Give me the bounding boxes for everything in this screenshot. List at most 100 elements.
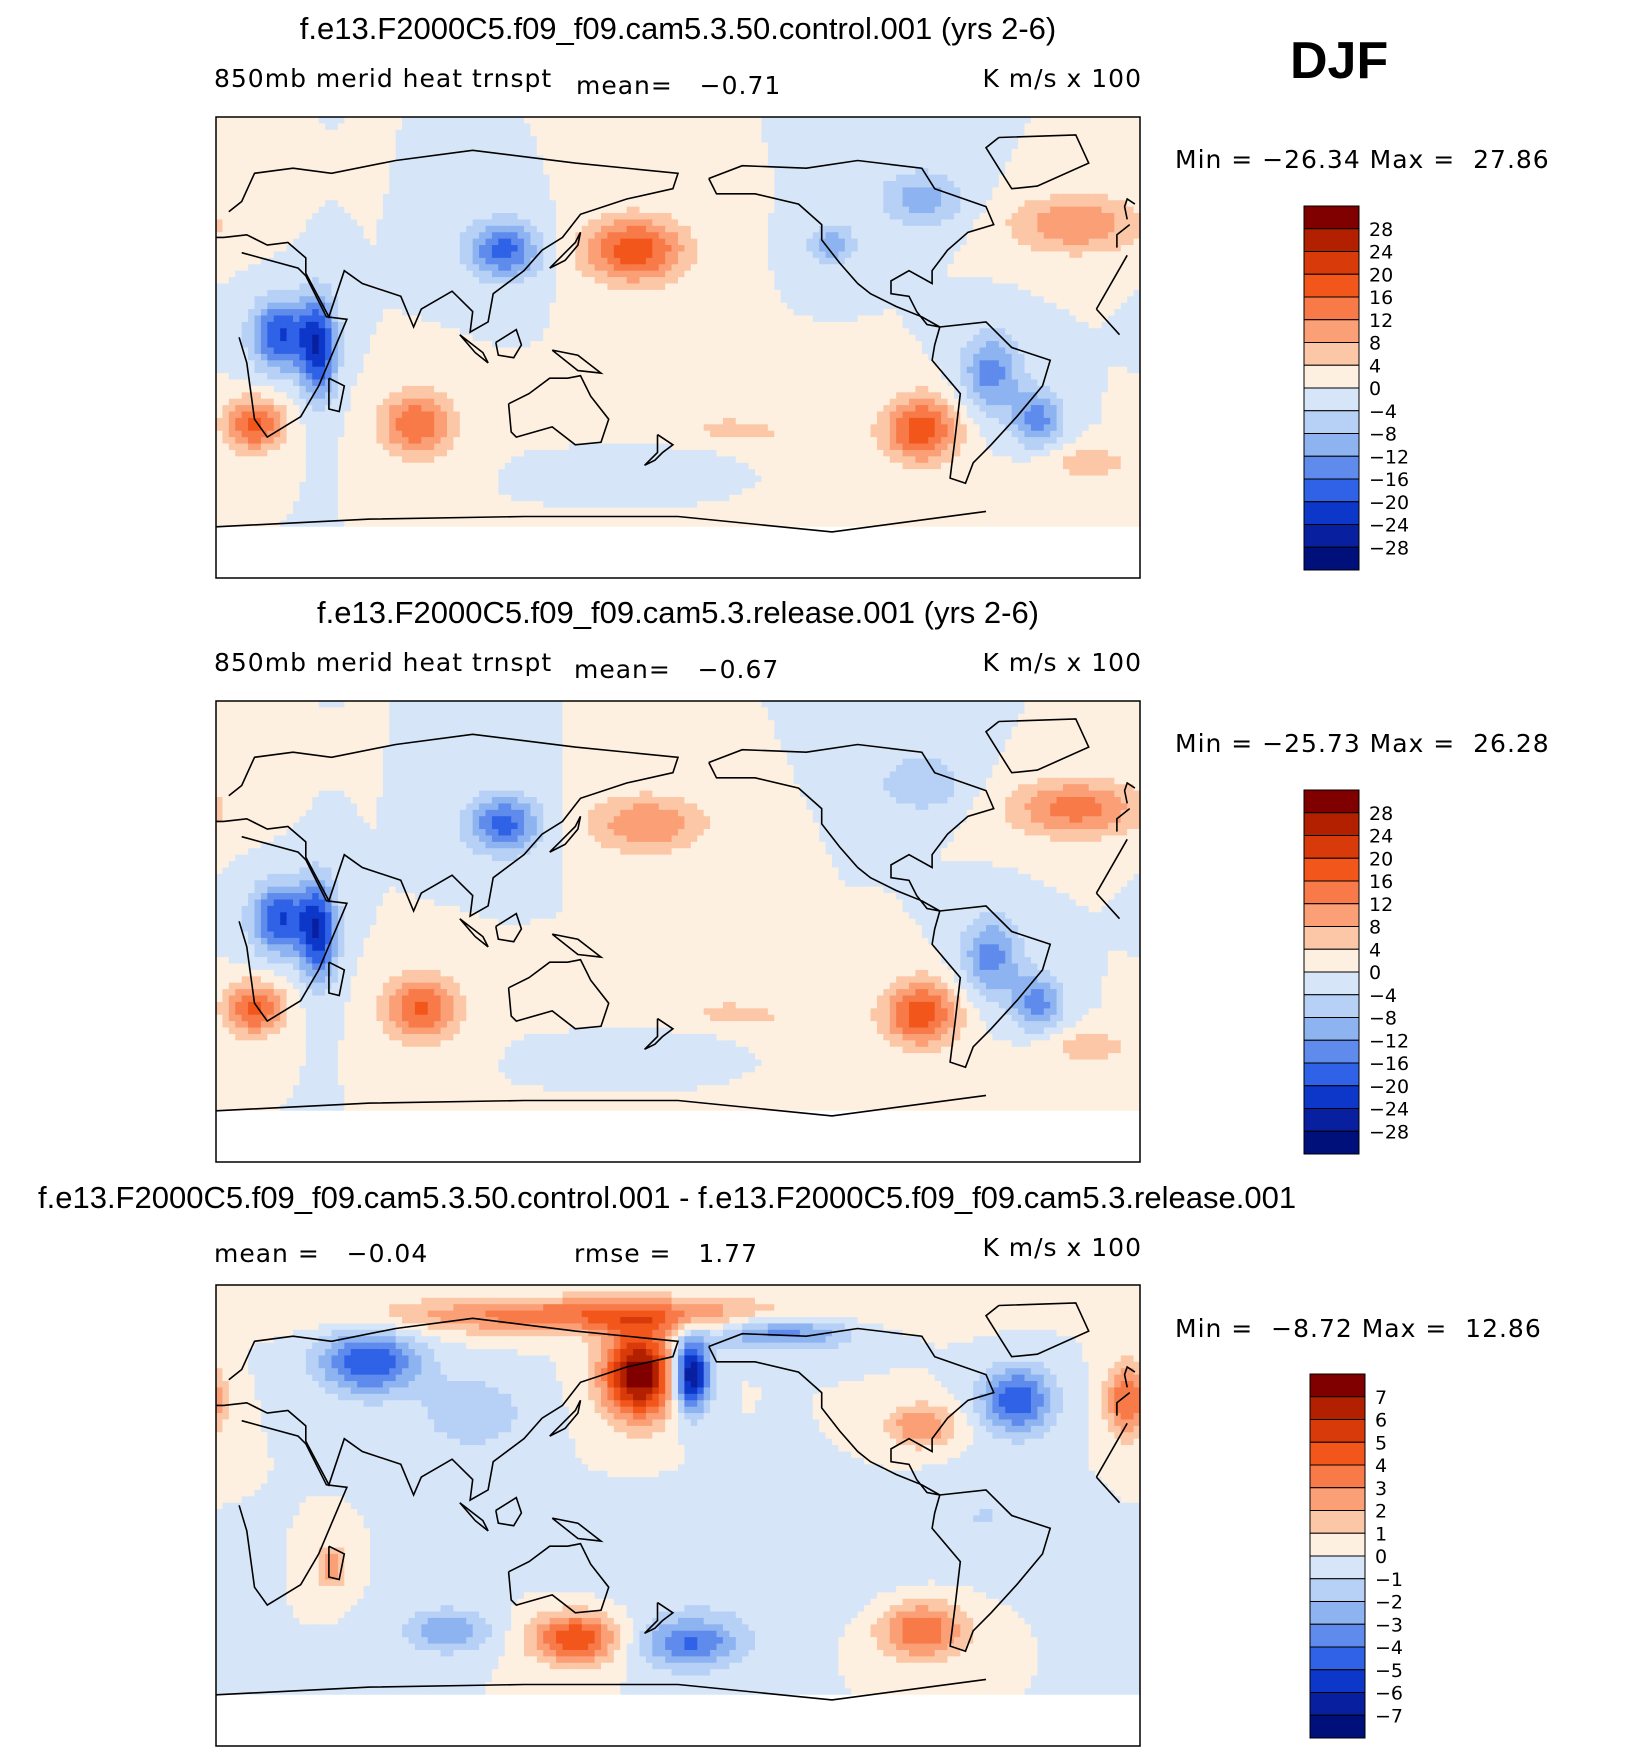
field-cell xyxy=(601,309,609,317)
field-cell xyxy=(671,270,679,278)
field-cell xyxy=(966,123,974,131)
field-cell xyxy=(293,136,301,144)
field-cell xyxy=(293,213,301,221)
field-cell xyxy=(716,264,724,272)
field-cell xyxy=(735,168,743,176)
field-cell xyxy=(812,174,820,182)
field-cell xyxy=(1114,181,1122,189)
field-cell xyxy=(986,117,994,124)
field-cell xyxy=(979,328,987,336)
field-cell xyxy=(1095,117,1103,124)
field-cell xyxy=(1095,206,1103,214)
field-cell xyxy=(832,161,840,169)
field-cell xyxy=(331,193,339,201)
field-cell xyxy=(312,321,320,329)
field-cell xyxy=(536,264,544,272)
field-cell xyxy=(286,296,294,304)
field-cell xyxy=(581,161,589,169)
field-cell xyxy=(806,187,814,195)
field-cell xyxy=(979,117,987,124)
field-cell xyxy=(793,219,801,227)
field-cell xyxy=(761,264,769,272)
field-cell xyxy=(953,232,961,240)
field-cell xyxy=(337,187,345,195)
field-cell xyxy=(1101,187,1109,195)
field-cell xyxy=(1063,302,1071,310)
field-cell xyxy=(966,225,974,233)
field-cell xyxy=(620,187,628,195)
field-cell xyxy=(722,289,730,297)
field-cell xyxy=(305,187,313,195)
field-cell xyxy=(562,155,570,163)
field-cell xyxy=(613,213,621,221)
field-cell xyxy=(350,123,358,131)
field-cell xyxy=(979,251,987,259)
field-cell xyxy=(414,328,422,336)
field-cell xyxy=(819,257,827,265)
field-cell xyxy=(363,232,371,240)
field-cell xyxy=(1063,264,1071,272)
field-cell xyxy=(504,181,512,189)
field-cell xyxy=(915,289,923,297)
field-cell xyxy=(671,193,679,201)
field-cell xyxy=(447,200,455,208)
field-cell xyxy=(530,155,538,163)
field-cell xyxy=(748,270,756,278)
field-cell xyxy=(658,277,666,285)
field-cell xyxy=(325,187,333,195)
field-cell xyxy=(857,225,865,233)
field-cell xyxy=(562,232,570,240)
field-cell xyxy=(350,296,358,304)
field-cell xyxy=(870,129,878,137)
field-cell xyxy=(447,161,455,169)
field-cell xyxy=(472,187,480,195)
field-cell xyxy=(549,193,557,201)
field-cell xyxy=(453,225,461,233)
field-cell xyxy=(825,296,833,304)
field-cell xyxy=(979,245,987,253)
field-cell xyxy=(491,238,499,246)
field-cell xyxy=(228,328,236,336)
field-cell xyxy=(896,302,904,310)
field-cell xyxy=(382,321,390,329)
field-cell xyxy=(889,168,897,176)
field-cell xyxy=(1114,123,1122,131)
field-cell xyxy=(318,328,326,336)
field-cell xyxy=(838,168,846,176)
field-cell xyxy=(722,225,730,233)
field-cell xyxy=(1095,321,1103,329)
field-cell xyxy=(883,309,891,317)
field-cell xyxy=(299,193,307,201)
field-cell xyxy=(1069,245,1077,253)
field-cell xyxy=(344,129,352,137)
field-cell xyxy=(973,232,981,240)
field-cell xyxy=(1127,238,1135,246)
field-cell xyxy=(857,187,865,195)
field-cell xyxy=(344,123,352,131)
field-cell xyxy=(1107,232,1115,240)
field-cell xyxy=(1011,155,1019,163)
field-cell xyxy=(812,187,820,195)
field-cell xyxy=(337,257,345,265)
field-cell xyxy=(1127,200,1135,208)
field-cell xyxy=(748,117,756,124)
field-cell xyxy=(382,213,390,221)
field-cell xyxy=(1037,168,1045,176)
field-cell xyxy=(235,321,243,329)
field-cell xyxy=(299,270,307,278)
field-cell xyxy=(921,328,929,336)
field-cell xyxy=(479,264,487,272)
field-cell xyxy=(645,309,653,317)
field-cell xyxy=(363,257,371,265)
field-cell xyxy=(774,136,782,144)
field-cell xyxy=(613,149,621,157)
field-cell xyxy=(459,168,467,176)
field-cell xyxy=(350,309,358,317)
field-cell xyxy=(947,289,955,297)
field-cell xyxy=(350,200,358,208)
field-cell xyxy=(1011,219,1019,227)
field-cell xyxy=(761,181,769,189)
field-cell xyxy=(889,117,897,124)
field-cell xyxy=(562,219,570,227)
field-cell xyxy=(305,136,313,144)
